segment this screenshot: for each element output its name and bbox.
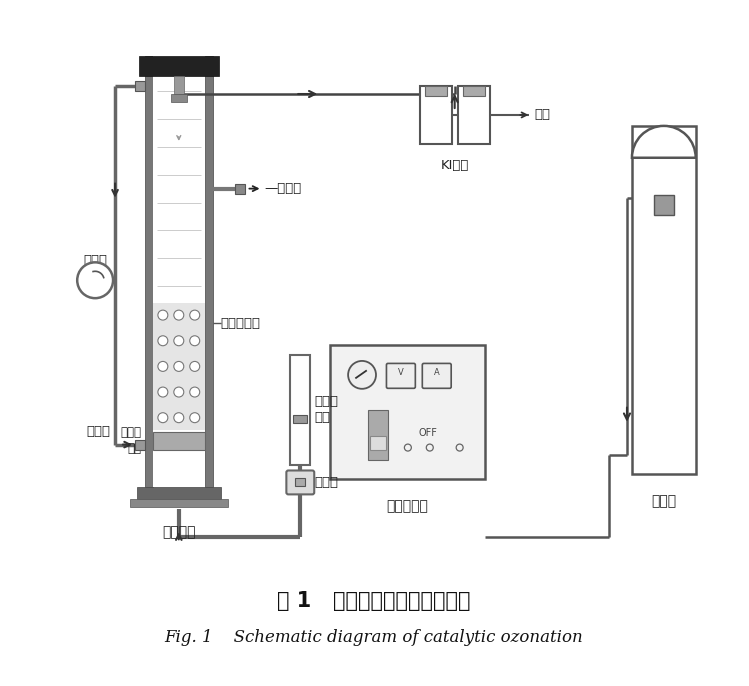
Bar: [171, 94, 187, 102]
Circle shape: [189, 310, 200, 320]
Circle shape: [189, 413, 200, 423]
Text: 内回流: 内回流: [86, 425, 110, 438]
FancyBboxPatch shape: [386, 364, 416, 388]
Circle shape: [158, 310, 168, 320]
Circle shape: [158, 362, 168, 371]
Bar: [153, 431, 204, 449]
Bar: [330, 345, 485, 480]
Text: 臭氧催化剂: 臭氧催化剂: [221, 316, 261, 329]
Bar: [234, 184, 244, 193]
Text: Fig. 1    Schematic diagram of catalytic ozonation: Fig. 1 Schematic diagram of catalytic oz…: [165, 629, 583, 646]
Text: 尾气: 尾气: [534, 108, 551, 121]
Bar: [425, 86, 446, 96]
Circle shape: [174, 413, 184, 423]
Circle shape: [174, 362, 184, 371]
Text: 三通阀: 三通阀: [315, 476, 339, 489]
Bar: [204, 56, 213, 488]
Circle shape: [77, 262, 113, 298]
Bar: [463, 86, 485, 96]
Circle shape: [189, 387, 200, 397]
Bar: [139, 56, 219, 76]
Bar: [145, 56, 153, 488]
Circle shape: [174, 387, 184, 397]
Text: OFF: OFF: [419, 427, 437, 438]
Text: 转子流
量计: 转子流 量计: [315, 395, 339, 424]
FancyBboxPatch shape: [422, 364, 451, 388]
Text: V: V: [398, 368, 404, 377]
Circle shape: [158, 413, 168, 423]
Circle shape: [158, 335, 168, 346]
Text: 刚玉曝
气盘: 刚玉曝 气盘: [120, 426, 141, 455]
Circle shape: [348, 361, 376, 389]
Bar: [368, 410, 388, 460]
Bar: [654, 195, 674, 215]
Circle shape: [158, 387, 168, 397]
Text: KI溶液: KI溶液: [440, 158, 469, 172]
Text: 反应装置: 反应装置: [162, 525, 195, 539]
Text: 氧气瓶: 氧气瓶: [652, 495, 676, 508]
Bar: [137, 488, 221, 499]
Bar: [135, 81, 145, 91]
FancyBboxPatch shape: [286, 471, 315, 495]
Bar: [420, 86, 452, 144]
Text: A: A: [434, 368, 440, 377]
Bar: [174, 76, 184, 94]
Bar: [295, 478, 306, 486]
Circle shape: [189, 335, 200, 346]
Bar: [153, 56, 204, 488]
Text: 回流泵: 回流泵: [83, 255, 107, 268]
Text: —取样口: —取样口: [264, 182, 302, 195]
Circle shape: [174, 335, 184, 346]
Bar: [291, 355, 310, 464]
Bar: [294, 415, 307, 423]
Bar: [153, 303, 204, 429]
Bar: [458, 86, 490, 144]
Circle shape: [174, 310, 184, 320]
Text: 臭氧发生器: 臭氧发生器: [386, 499, 428, 513]
Bar: [370, 436, 386, 449]
Circle shape: [189, 362, 200, 371]
Bar: [130, 499, 228, 508]
Wedge shape: [632, 126, 696, 158]
Bar: [632, 126, 696, 475]
Bar: [135, 440, 145, 449]
Text: 图 1   臭氧催化氧化实验装置图: 图 1 臭氧催化氧化实验装置图: [277, 591, 471, 611]
